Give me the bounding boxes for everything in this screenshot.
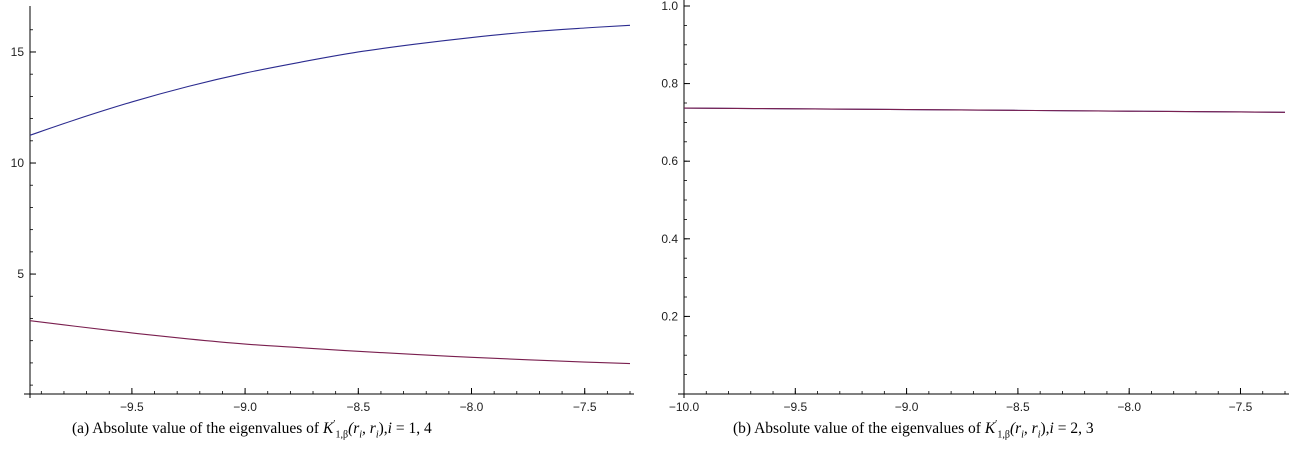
caption-b-ri2: i bbox=[1037, 429, 1041, 441]
caption-a-sub: 1,β bbox=[335, 429, 349, 441]
caption-b-sub: 1,β bbox=[997, 429, 1010, 441]
chart-b-y-tick-label: 0.4 bbox=[661, 232, 678, 246]
chart-b-series-line-2 bbox=[683, 107, 1286, 113]
caption-a-prime: ′ bbox=[333, 419, 336, 430]
caption-a-ri2: i bbox=[375, 429, 379, 441]
chart-a-series-line-2 bbox=[29, 320, 631, 365]
chart-a-x-tick-label: −8.5 bbox=[346, 400, 370, 414]
caption-a-K: K bbox=[322, 420, 334, 438]
caption-a-suffix: = 1, 4 bbox=[391, 420, 432, 438]
chart-a-x-tick-label: −9.5 bbox=[120, 400, 144, 414]
chart-panel-b: −10.0 −9.5 −9.0 −8.5 −8.0 −7.5 0.2 0.4 0.6 0.8 1.0… bbox=[655, 0, 1315, 461]
caption-b-suffix-i: i bbox=[1049, 420, 1054, 438]
caption-a: (a) Absolute value of the eigenvalues of… bbox=[72, 419, 432, 441]
caption-b: (b) Absolute value of the eigenvalues of… bbox=[733, 419, 1094, 441]
caption-b-K: K bbox=[984, 420, 996, 438]
chart-b-x-tick-label: −8.5 bbox=[1006, 400, 1030, 414]
chart-a: −9.5 −9.0 −8.5 −8.0 −7.5 5 10 15 bbox=[11, 6, 634, 414]
chart-b-x-tick-label: −8.0 bbox=[1117, 400, 1141, 414]
chart-b: −10.0 −9.5 −9.0 −8.5 −8.0 −7.5 0.2 0.4 0.6 0.8 1.0 bbox=[661, 0, 1289, 414]
chart-a-y-tick-label: 15 bbox=[11, 45, 25, 59]
caption-b-prime: ′ bbox=[995, 419, 998, 430]
caption-b-prefix: (b) Absolute value of the eigenvalues of bbox=[733, 420, 985, 438]
chart-b-y-tick-label: 0.2 bbox=[661, 309, 678, 323]
chart-panel-a: −9.5 −9.0 −8.5 −8.0 −7.5 5 10 15 (a) Absolute v… bbox=[0, 0, 650, 461]
caption-b-close: ) bbox=[1040, 420, 1046, 438]
caption-b-args: (r bbox=[1009, 420, 1022, 438]
caption-a-prefix: (a) Absolute value of the eigenvalues of bbox=[72, 420, 323, 438]
chart-b-y-tick-label: 0.8 bbox=[661, 77, 678, 91]
chart-a-y-tick-label: 5 bbox=[17, 267, 24, 281]
caption-a-close: ) bbox=[378, 420, 384, 438]
caption-a-ri1: i bbox=[359, 429, 363, 441]
chart-b-x-tick-label: −7.5 bbox=[1229, 400, 1253, 414]
chart-b-x-tick-label: −9.0 bbox=[895, 400, 919, 414]
chart-b-y-tick-label: 0.6 bbox=[661, 154, 678, 168]
caption-a-args: (r bbox=[348, 420, 360, 438]
chart-a-x-tick-label: −9.0 bbox=[233, 400, 257, 414]
chart-b-x-tick-label: −10.0 bbox=[669, 400, 700, 414]
caption-a-mid: , r bbox=[362, 420, 376, 438]
chart-b-y-tick-label: 1.0 bbox=[661, 0, 678, 13]
caption-b-mid: , r bbox=[1023, 420, 1038, 438]
chart-a-x-tick-label: −8.0 bbox=[460, 400, 484, 414]
chart-a-series-line-1 bbox=[29, 24, 631, 136]
caption-b-suffix: = 2, 3 bbox=[1053, 420, 1094, 438]
chart-a-x-tick-label: −7.5 bbox=[573, 400, 597, 414]
caption-b-ri1: i bbox=[1021, 429, 1024, 441]
chart-b-x-tick-label: −9.5 bbox=[783, 400, 807, 414]
chart-a-y-tick-label: 10 bbox=[11, 156, 25, 170]
caption-a-suffix-i: i bbox=[387, 420, 392, 438]
